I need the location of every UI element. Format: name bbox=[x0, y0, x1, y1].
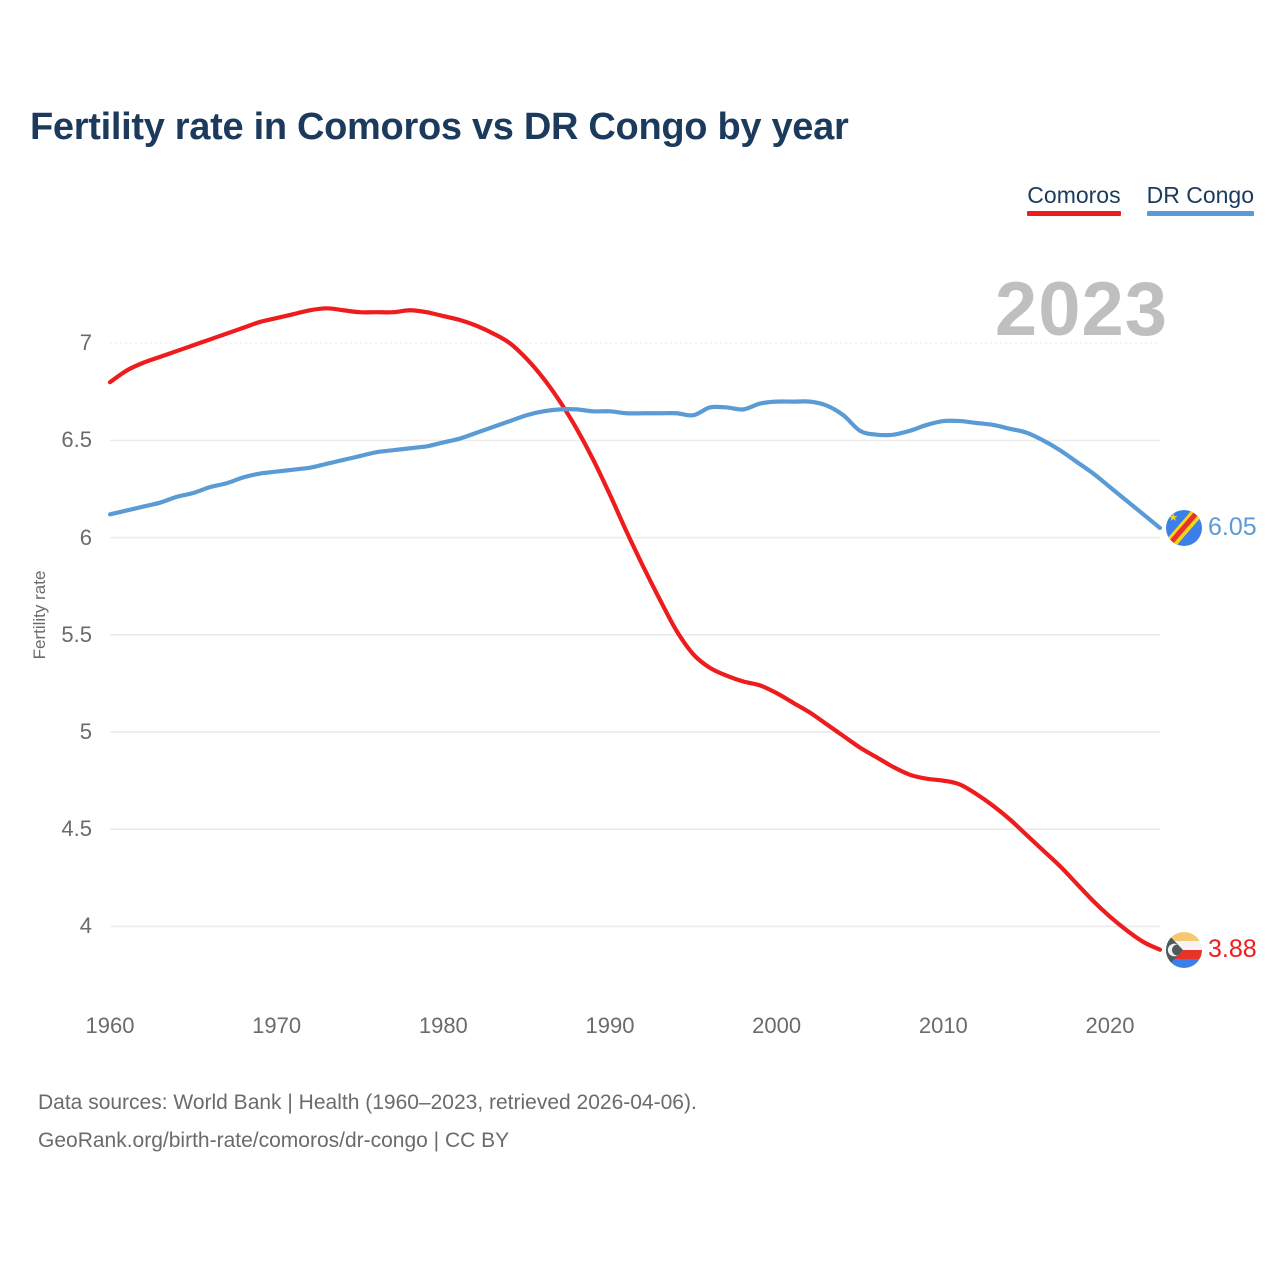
end-marker-comoros[interactable]: 3.88 bbox=[1166, 931, 1257, 968]
chart-gridlines bbox=[110, 342, 1160, 928]
x-tick-2010: 2010 bbox=[918, 1013, 968, 1038]
page-title: Fertility rate in Comoros vs DR Congo by… bbox=[30, 106, 849, 148]
y-tick-4: 4 bbox=[79, 913, 92, 939]
y-axis-label: Fertility rate bbox=[30, 570, 49, 660]
x-tick-1990: 1990 bbox=[585, 1013, 635, 1038]
km-flag-icon bbox=[1166, 931, 1202, 968]
footer-line-sources: Data sources: World Bank | Health (1960–… bbox=[38, 1091, 697, 1114]
end-value-dr-congo: 6.05 bbox=[1208, 513, 1257, 542]
y-tick-4.5: 4.5 bbox=[61, 816, 92, 842]
legend-label-comoros: Comoros bbox=[1027, 182, 1121, 208]
legend-item-dr-congo[interactable]: DR Congo bbox=[1146, 182, 1254, 216]
legend-color-swatch-comoros bbox=[1027, 211, 1121, 216]
cd-flag-icon bbox=[1166, 509, 1202, 546]
x-tick-1980: 1980 bbox=[418, 1013, 468, 1038]
y-tick-7: 7 bbox=[79, 330, 92, 356]
x-tick-2020: 2020 bbox=[1085, 1013, 1135, 1038]
legend-label-dr-congo: DR Congo bbox=[1146, 182, 1254, 208]
series-line-dr-congo bbox=[107, 399, 1163, 531]
y-tick-5.5: 5.5 bbox=[61, 621, 92, 647]
chart-series-lines bbox=[107, 306, 1163, 952]
chart-legend: Comoros DR Congo bbox=[1027, 182, 1254, 216]
legend-item-comoros[interactable]: Comoros bbox=[1027, 182, 1121, 216]
end-marker-dr-congo[interactable]: 6.05 bbox=[1166, 509, 1257, 546]
end-value-comoros: 3.88 bbox=[1208, 935, 1257, 964]
footer-line-attribution[interactable]: GeoRank.org/birth-rate/comoros/dr-congo … bbox=[38, 1129, 510, 1152]
y-tick-5: 5 bbox=[79, 719, 92, 745]
x-tick-2000: 2000 bbox=[752, 1013, 802, 1038]
chart-footer: Data sources: World Bank | Health (1960–… bbox=[38, 1084, 697, 1160]
legend-color-swatch-dr-congo bbox=[1146, 211, 1254, 216]
y-tick-6.5: 6.5 bbox=[61, 427, 92, 453]
x-tick-1960: 1960 bbox=[85, 1013, 135, 1038]
y-tick-6: 6 bbox=[79, 524, 92, 550]
year-watermark: 2023 bbox=[994, 267, 1168, 352]
x-tick-1970: 1970 bbox=[252, 1013, 302, 1038]
series-line-comoros bbox=[107, 306, 1163, 952]
